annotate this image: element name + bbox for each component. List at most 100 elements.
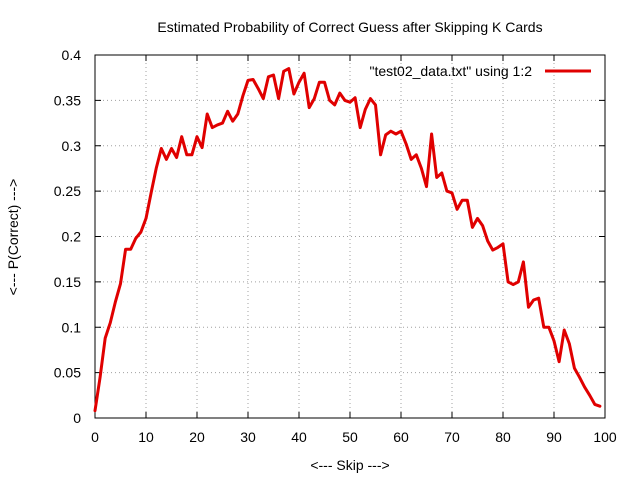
x-tick-label: 10 (138, 429, 154, 445)
data-point (588, 394, 591, 397)
data-point (394, 132, 398, 136)
data-point (384, 133, 387, 137)
data-point (328, 99, 331, 102)
data-point (236, 112, 239, 116)
data-point (155, 167, 158, 170)
data-point (547, 326, 551, 329)
data-point (160, 147, 163, 150)
data-point (435, 176, 438, 179)
data-point (359, 126, 362, 129)
data-point (272, 73, 275, 77)
chart-title: Estimated Probability of Correct Guess a… (157, 19, 542, 35)
data-point (466, 199, 469, 202)
data-point (563, 328, 566, 332)
x-tick-label: 100 (593, 429, 617, 445)
data-point (420, 167, 423, 170)
data-point (496, 246, 500, 249)
data-point (542, 326, 545, 329)
data-point (200, 146, 204, 149)
data-point (282, 70, 285, 73)
data-point (364, 108, 367, 111)
data-point (404, 142, 408, 146)
data-point (440, 171, 443, 175)
data-point (134, 237, 137, 240)
data-point (139, 230, 143, 234)
x-tick-label: 60 (393, 429, 409, 445)
grid-lines (95, 55, 605, 418)
data-point (297, 81, 301, 84)
data-point (190, 153, 194, 156)
data-point (246, 79, 250, 82)
data-point (425, 185, 428, 188)
data-point (369, 97, 372, 100)
data-point (104, 336, 107, 340)
data-point (257, 87, 260, 90)
data-point (277, 97, 280, 100)
data-point (512, 283, 515, 286)
data-point (481, 224, 484, 227)
data-point (455, 208, 459, 211)
data-point (318, 81, 321, 84)
data-point (578, 376, 581, 379)
data-point (292, 92, 296, 96)
data-point (537, 297, 540, 300)
data-point (471, 226, 474, 229)
y-tick-label: 0.05 (54, 365, 81, 381)
data-point (211, 126, 214, 129)
data-point (415, 153, 418, 156)
data-point (93, 409, 97, 412)
y-axis-label: <--- P(Correct) ---> (5, 179, 21, 296)
data-point (353, 96, 357, 99)
data-point (491, 248, 494, 252)
y-tick-label: 0.3 (62, 138, 82, 154)
data-point (195, 135, 199, 138)
data-point (461, 199, 464, 202)
legend: "test02_data.txt" using 1:2 (370, 63, 591, 79)
data-point (119, 282, 122, 285)
data-point (185, 153, 188, 156)
data-point (338, 91, 341, 95)
data-point (450, 191, 454, 195)
x-tick-label: 40 (291, 429, 307, 445)
x-tick-label: 90 (546, 429, 562, 445)
data-point (430, 132, 433, 136)
data-point (389, 130, 392, 133)
data-point (522, 260, 525, 264)
data-point (399, 130, 403, 133)
data-point (527, 306, 530, 309)
data-point (287, 67, 290, 70)
data-point (114, 300, 117, 303)
data-point (302, 72, 306, 75)
x-tick-label: 80 (495, 429, 511, 445)
data-point (445, 189, 449, 193)
data-point (206, 112, 209, 116)
data-point (241, 94, 245, 98)
x-tick-label: 70 (444, 429, 460, 445)
x-tick-label: 50 (342, 429, 358, 445)
data-point (343, 99, 347, 102)
data-point (379, 153, 382, 156)
data-point (323, 81, 326, 84)
x-tick-label: 0 (91, 429, 99, 445)
data-point (486, 239, 489, 243)
legend-label: "test02_data.txt" using 1:2 (370, 63, 533, 79)
data-point (532, 298, 535, 302)
data-point (374, 103, 377, 107)
data-point (251, 78, 255, 81)
data-point (231, 120, 234, 123)
y-tick-label: 0.15 (54, 274, 81, 290)
data-point (109, 321, 112, 324)
data-point (501, 242, 505, 245)
y-tick-label: 0.35 (54, 92, 81, 108)
y-tick-label: 0.2 (62, 229, 82, 245)
data-point (517, 280, 520, 284)
data-point (262, 97, 265, 100)
data-point (216, 123, 219, 127)
data-point (267, 75, 270, 79)
data-point (226, 110, 229, 113)
data-point (129, 248, 132, 251)
y-tick-label: 0.1 (62, 319, 82, 335)
data-point (149, 191, 153, 195)
data-point (308, 106, 311, 109)
